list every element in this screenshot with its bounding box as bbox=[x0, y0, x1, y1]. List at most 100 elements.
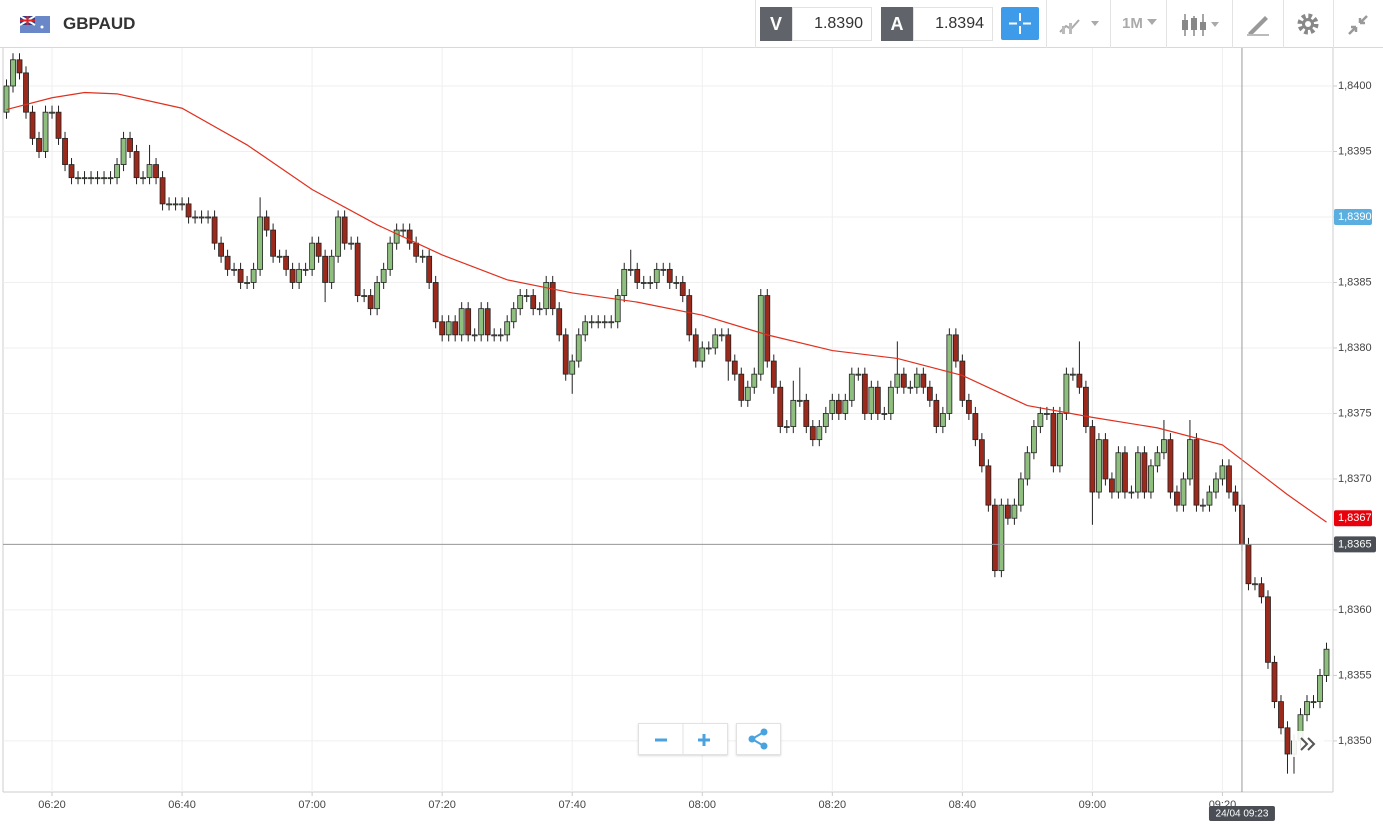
candle-up bbox=[796, 399, 803, 402]
candle-down bbox=[549, 282, 556, 310]
candle-down bbox=[263, 216, 270, 231]
candle-up bbox=[595, 321, 602, 324]
candle-up bbox=[276, 255, 283, 258]
candle-down bbox=[153, 164, 159, 179]
candle-down bbox=[803, 399, 810, 427]
symbol: GBPAUD bbox=[63, 14, 136, 33]
candle-up bbox=[790, 399, 797, 427]
candle-up bbox=[1096, 439, 1102, 493]
candle-up bbox=[471, 334, 478, 337]
candle-up bbox=[1030, 426, 1037, 454]
candle-down bbox=[16, 59, 23, 74]
candle-down bbox=[686, 295, 693, 336]
candle-up bbox=[621, 268, 628, 296]
candle-up bbox=[1187, 439, 1193, 480]
candle-down bbox=[1226, 465, 1232, 493]
x-tick-label: 08:40 bbox=[949, 799, 977, 811]
separator bbox=[1166, 0, 1167, 48]
ask-price[interactable]: 1.8394 bbox=[913, 7, 993, 41]
candle-up bbox=[575, 334, 582, 362]
candle-down bbox=[283, 255, 290, 270]
bid-label[interactable]: V bbox=[760, 7, 792, 41]
candle-down bbox=[985, 465, 992, 506]
separator bbox=[1333, 0, 1334, 48]
candle-down bbox=[874, 386, 881, 414]
candle-up bbox=[1017, 478, 1024, 506]
candle-down bbox=[777, 386, 784, 427]
crosshair-button[interactable] bbox=[1001, 7, 1039, 40]
candle-down bbox=[224, 255, 231, 270]
crosshair-x-tag bbox=[1208, 806, 1275, 821]
collapse-button[interactable] bbox=[1346, 13, 1370, 37]
dropdown-arrow bbox=[1147, 19, 1157, 25]
chart-type-button[interactable] bbox=[1180, 12, 1224, 38]
candle-up bbox=[140, 177, 146, 180]
candle-down bbox=[933, 399, 940, 427]
candle-down bbox=[36, 137, 42, 152]
candle-up bbox=[1063, 373, 1070, 414]
indicator-button[interactable] bbox=[1058, 14, 1102, 36]
y-tick-label: 1,8380 bbox=[1338, 342, 1372, 354]
candle-down bbox=[562, 334, 569, 375]
candle-up bbox=[1180, 478, 1187, 506]
candle-up bbox=[757, 295, 764, 375]
crosshair-x-label: 24/04 09:23 bbox=[1216, 809, 1269, 820]
settings-button[interactable] bbox=[1296, 12, 1320, 36]
y-tick-label: 1,8395 bbox=[1338, 145, 1372, 157]
candle-up bbox=[504, 321, 511, 336]
candle-down bbox=[185, 203, 192, 218]
candle-up bbox=[1128, 491, 1135, 494]
candle-up bbox=[627, 268, 634, 271]
candle-up bbox=[660, 268, 667, 271]
candle-down bbox=[1258, 583, 1265, 598]
share-button[interactable] bbox=[736, 723, 781, 755]
candle-up bbox=[543, 282, 550, 310]
share-icon bbox=[748, 728, 768, 750]
candle-down bbox=[1245, 544, 1252, 585]
candle-up bbox=[302, 268, 309, 271]
candle-up bbox=[1304, 701, 1310, 716]
candle-up bbox=[601, 321, 608, 324]
ask-label[interactable]: A bbox=[881, 7, 913, 41]
candle-up bbox=[458, 308, 465, 336]
scroll-right-button[interactable] bbox=[1292, 731, 1324, 757]
candle-up bbox=[822, 413, 829, 427]
candle-up bbox=[257, 216, 263, 270]
candle-down bbox=[1141, 452, 1148, 493]
candle-up bbox=[146, 164, 153, 179]
y-tick-label: 1,8360 bbox=[1338, 604, 1372, 616]
candle-down bbox=[465, 308, 472, 336]
separator bbox=[1232, 0, 1233, 48]
x-tick-label: 08:20 bbox=[819, 799, 847, 811]
candle-down bbox=[127, 137, 133, 152]
bid-price[interactable]: 1.8390 bbox=[792, 7, 872, 41]
candle-down bbox=[1193, 439, 1200, 506]
candle-up bbox=[1317, 675, 1323, 703]
candle-up bbox=[172, 203, 179, 206]
candle-down bbox=[270, 229, 277, 257]
separator bbox=[1110, 0, 1111, 48]
candle-up bbox=[894, 373, 901, 388]
x-tick-label: 06:40 bbox=[168, 799, 196, 811]
candle-up bbox=[1252, 583, 1258, 586]
candle-up bbox=[744, 386, 751, 401]
candle-up bbox=[1037, 413, 1044, 427]
candle-down bbox=[959, 360, 966, 401]
candle-up bbox=[705, 347, 712, 350]
candle-up bbox=[231, 268, 237, 271]
candle-down bbox=[731, 360, 738, 375]
candle-down bbox=[978, 439, 985, 467]
candle-up bbox=[1323, 648, 1330, 676]
candle-up bbox=[205, 216, 211, 219]
candle-up bbox=[309, 242, 316, 270]
candle-up bbox=[718, 334, 725, 337]
candle-up bbox=[42, 111, 49, 152]
candle-down bbox=[861, 373, 868, 414]
candle-down bbox=[1278, 701, 1284, 729]
candle-up bbox=[348, 242, 355, 245]
timeframe-button[interactable]: 1M bbox=[1122, 15, 1143, 32]
candle-down bbox=[770, 360, 777, 388]
candle-up bbox=[296, 268, 303, 283]
draw-button[interactable] bbox=[1245, 13, 1271, 37]
candle-up bbox=[1219, 465, 1226, 480]
